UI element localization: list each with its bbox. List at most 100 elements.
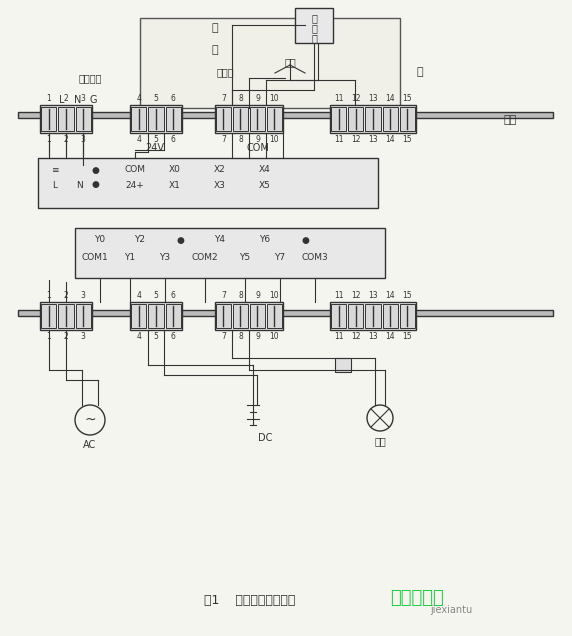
Bar <box>348 107 363 131</box>
Text: 15: 15 <box>403 332 412 341</box>
Bar <box>166 304 181 328</box>
Text: 7: 7 <box>221 135 226 144</box>
Bar <box>400 107 415 131</box>
Bar <box>18 112 553 118</box>
Text: X0: X0 <box>169 165 181 174</box>
Bar <box>250 107 265 131</box>
Text: COM1: COM1 <box>82 254 108 263</box>
Bar <box>330 105 416 133</box>
Text: AC: AC <box>84 440 97 450</box>
Text: N: N <box>74 95 82 105</box>
Text: L: L <box>53 181 58 190</box>
Text: COM3: COM3 <box>301 254 328 263</box>
Text: N: N <box>77 181 84 190</box>
Bar <box>348 304 363 328</box>
Text: 2: 2 <box>63 94 69 103</box>
Bar <box>335 358 351 372</box>
Text: 3: 3 <box>81 291 86 300</box>
Text: 7: 7 <box>221 94 226 103</box>
Text: Y3: Y3 <box>160 254 170 263</box>
Text: 11: 11 <box>334 332 343 341</box>
Text: 14: 14 <box>386 332 395 341</box>
Text: 自动秒链接: 自动秒链接 <box>390 589 444 607</box>
Text: 2: 2 <box>63 291 69 300</box>
Text: 3: 3 <box>81 332 86 341</box>
Bar <box>233 304 248 328</box>
Text: 4: 4 <box>136 94 141 103</box>
Bar <box>130 105 182 133</box>
Text: 器: 器 <box>311 33 317 43</box>
Text: Y5: Y5 <box>240 254 251 263</box>
Text: 4: 4 <box>136 332 141 341</box>
Bar <box>366 107 380 131</box>
Bar <box>76 107 91 131</box>
Text: COM2: COM2 <box>192 254 219 263</box>
Bar <box>130 302 182 330</box>
Text: X2: X2 <box>214 165 226 174</box>
Text: 15: 15 <box>403 94 412 103</box>
Text: X4: X4 <box>259 165 271 174</box>
Text: 6: 6 <box>171 94 176 103</box>
Text: 10: 10 <box>269 135 279 144</box>
Bar <box>18 310 553 316</box>
Text: 5: 5 <box>153 332 158 341</box>
Text: 1: 1 <box>46 135 51 144</box>
Text: 12: 12 <box>351 332 360 341</box>
Bar <box>330 302 416 330</box>
Text: 14: 14 <box>386 94 395 103</box>
Text: 11: 11 <box>334 291 343 300</box>
Bar <box>58 304 74 328</box>
Bar <box>383 107 398 131</box>
Text: ●: ● <box>91 181 99 190</box>
Text: 7: 7 <box>221 332 226 341</box>
Text: 2: 2 <box>63 135 69 144</box>
Text: 5: 5 <box>153 135 158 144</box>
Bar <box>383 304 398 328</box>
Text: 8: 8 <box>238 332 243 341</box>
Text: 9: 9 <box>255 94 260 103</box>
Text: 9: 9 <box>255 332 260 341</box>
Text: 3: 3 <box>81 135 86 144</box>
Text: 2: 2 <box>63 332 69 341</box>
Text: 6: 6 <box>171 291 176 300</box>
Text: 9: 9 <box>255 291 260 300</box>
Text: Y0: Y0 <box>94 235 106 244</box>
Text: 10: 10 <box>269 291 279 300</box>
Bar <box>331 107 346 131</box>
Text: 开关: 开关 <box>284 57 296 67</box>
Bar <box>215 105 283 133</box>
Text: X1: X1 <box>169 181 181 190</box>
Bar <box>131 107 146 131</box>
Bar <box>41 107 56 131</box>
Text: 24V: 24V <box>145 143 165 153</box>
Text: 黑: 黑 <box>416 67 423 77</box>
Text: 15: 15 <box>403 135 412 144</box>
Text: 1: 1 <box>46 94 51 103</box>
Text: 7: 7 <box>221 291 226 300</box>
Text: COM: COM <box>247 143 269 153</box>
Text: 8: 8 <box>238 94 243 103</box>
Bar <box>40 302 92 330</box>
Text: 隔离片: 隔离片 <box>216 67 234 77</box>
Bar <box>295 8 333 43</box>
Text: 13: 13 <box>368 332 378 341</box>
Text: Y2: Y2 <box>134 235 145 244</box>
Text: 14: 14 <box>386 135 395 144</box>
Bar <box>215 302 283 330</box>
Bar <box>148 304 164 328</box>
Text: ●: ● <box>176 235 184 244</box>
Text: Y6: Y6 <box>260 235 271 244</box>
Text: X5: X5 <box>259 181 271 190</box>
Text: 3: 3 <box>81 94 86 103</box>
Bar <box>140 18 400 108</box>
Text: 13: 13 <box>368 135 378 144</box>
Text: 三极插头: 三极插头 <box>78 73 102 83</box>
Bar <box>267 304 282 328</box>
Text: 感: 感 <box>311 23 317 33</box>
Bar <box>40 105 92 133</box>
Bar <box>75 228 385 278</box>
Bar <box>233 107 248 131</box>
Text: Y7: Y7 <box>275 254 285 263</box>
Text: G: G <box>89 95 97 105</box>
Text: DC: DC <box>258 433 272 443</box>
